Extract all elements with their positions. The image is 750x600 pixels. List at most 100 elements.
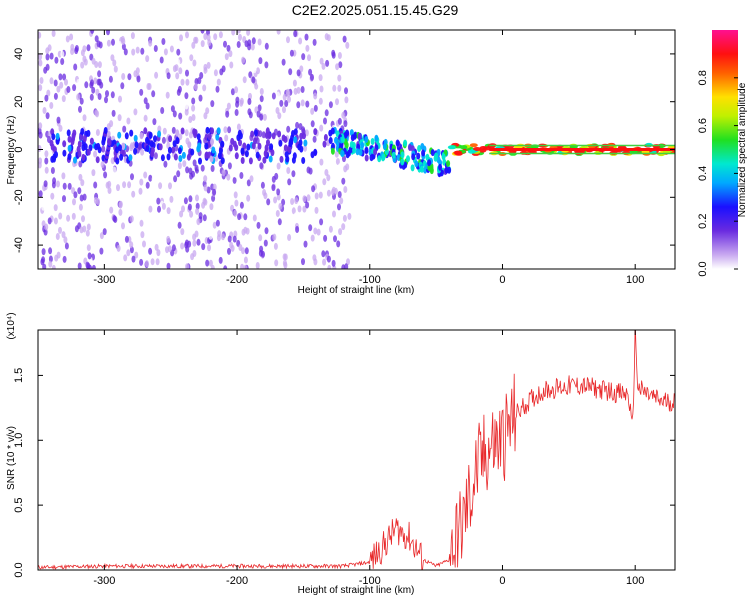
spectrogram-cell (349, 141, 354, 148)
colorbar-label: Normalized spectral amplitude (737, 82, 748, 217)
spectrogram-cell (312, 38, 317, 46)
spectrogram-cell (255, 151, 260, 159)
spectrogram-cell (434, 152, 439, 160)
spectrogram-cell (232, 235, 237, 243)
spectrogram-cell (316, 143, 321, 151)
spectrogram-cell (206, 186, 211, 194)
spectrogram-cell (118, 208, 123, 216)
spectrogram-cell (123, 254, 128, 262)
spectrogram-cell (38, 122, 43, 130)
spectrogram-cell (47, 217, 52, 225)
spectrogram-cell (343, 165, 348, 173)
spectrogram-cell (181, 151, 186, 159)
spectrogram-cell (107, 139, 112, 146)
spectrogram-cell (90, 79, 94, 87)
spectrogram-cell (150, 258, 155, 266)
spectrogram-cell (282, 232, 287, 240)
spectrogram-cell (319, 158, 324, 166)
spectrogram-cell (266, 198, 271, 206)
spectrogram-cell (166, 72, 171, 80)
spectrogram-cell (131, 48, 136, 56)
spectrogram-cell (257, 104, 262, 112)
spectrogram-cell (251, 37, 256, 45)
spectrogram-cell (200, 164, 205, 172)
spectrogram-cell (373, 148, 378, 156)
snr-yscale-label: (x10⁴) (6, 312, 17, 339)
spectrogram-cell (73, 220, 77, 228)
spectrogram-cell (299, 65, 304, 73)
spectrogram-cell (323, 117, 327, 125)
spectrogram-cell (155, 258, 160, 266)
spectrogram-cell (58, 212, 63, 220)
spectrogram-cell (257, 38, 262, 46)
spectrogram-cell (318, 74, 323, 82)
spectrogram-cell (340, 30, 345, 38)
spectrogram-cell (301, 157, 306, 164)
spectrogram-cell (288, 137, 293, 145)
spectrogram-cell (186, 153, 191, 161)
spectrogram-cell (76, 93, 81, 101)
spectrogram-cell (444, 166, 449, 174)
spectrogram-cell (76, 79, 81, 86)
spectrogram-cell (253, 129, 258, 137)
spectrogram-cell (203, 184, 208, 192)
spectrogram-cell (324, 109, 329, 117)
spectrogram-cell (163, 48, 168, 56)
spectrogram-cell (162, 127, 167, 135)
spectrogram-cell (121, 38, 126, 45)
spectrogram-cell (416, 152, 421, 160)
spectrogram-cell (209, 210, 214, 218)
spectrogram-cell (268, 224, 273, 232)
spectrogram-cell (97, 146, 102, 154)
spectrogram-cell (400, 151, 405, 159)
spectrogram-cell (218, 147, 223, 155)
spectrogram-cell (87, 252, 92, 260)
spectrogram-cell (115, 146, 119, 154)
spectrogram-cell (291, 170, 296, 178)
spectrogram-cell (133, 108, 138, 116)
spectrogram-cell (169, 45, 174, 53)
spectrogram-cell (140, 231, 145, 239)
spectrogram-cell (212, 221, 217, 229)
spectrogram-cell (77, 187, 82, 195)
spectrogram-cell (289, 49, 294, 57)
spectrogram-cell (364, 154, 369, 162)
spectrogram-cell (242, 76, 247, 84)
spectrogram-cell (195, 202, 200, 210)
spectrogram-cell (275, 107, 280, 114)
snr-series-line (38, 330, 675, 570)
spectrogram-cell (157, 205, 161, 213)
spectrogram-cell (175, 129, 180, 137)
spectrogram-cell (264, 227, 269, 235)
spectrogram-cell (310, 73, 314, 81)
spectrogram-cell (81, 153, 86, 161)
spectrogram-cell (154, 105, 159, 113)
spectrogram-cell (313, 148, 318, 156)
spectrogram-cell (180, 228, 185, 236)
spectrogram-cell (95, 129, 100, 136)
spectrogram-cell (96, 40, 101, 48)
spectrogram-cell (220, 140, 225, 148)
spectrogram-cell (91, 86, 96, 94)
spectrogram-cell (438, 163, 443, 171)
x-tick-label: -300 (93, 575, 115, 587)
spectrogram-cell (469, 143, 478, 148)
spectrogram-cell (234, 199, 239, 207)
spectrogram-cell (45, 53, 50, 61)
spectrogram-cell (157, 130, 162, 138)
spectrogram-cell (191, 97, 196, 105)
spectrogram-cell (319, 85, 324, 93)
spectrogram-cell (85, 229, 90, 237)
spectrogram-cell (135, 46, 140, 54)
spectrogram-cell (239, 172, 244, 179)
spectrogram-cell (267, 132, 272, 140)
spectrogram-cell (296, 101, 301, 109)
spectrogram-cell (181, 205, 185, 213)
spectrogram-cell (306, 194, 311, 202)
spectrogram-cell (221, 169, 226, 177)
spectrogram-cell (262, 113, 267, 121)
spectrogram-cell (161, 220, 166, 228)
spectrogram-cell (106, 123, 111, 131)
spectrogram-cell (228, 144, 233, 152)
colorbar-tick-label: 0.4 (697, 166, 709, 181)
